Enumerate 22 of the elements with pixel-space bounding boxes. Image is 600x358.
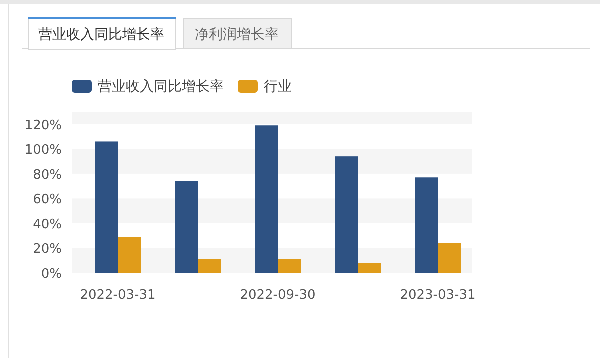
x-tick-label: 2022-09-30 (240, 288, 316, 303)
bar (278, 259, 301, 273)
bar (415, 178, 438, 273)
bar (438, 243, 461, 273)
bar (335, 156, 358, 273)
legend-label: 行业 (264, 79, 292, 95)
y-tick-label: 60% (33, 192, 62, 208)
y-tick-label: 120% (24, 118, 62, 134)
y-tick-label: 80% (33, 168, 62, 183)
bar (175, 181, 198, 273)
bar (358, 263, 381, 273)
bar (198, 259, 221, 273)
y-tick-label: 100% (24, 143, 62, 158)
x-tick-label: 2023-03-31 (400, 288, 476, 303)
bar (118, 237, 141, 273)
bar (95, 142, 118, 273)
legend-label: 营业收入同比增长率 (98, 79, 224, 95)
y-tick-label: 20% (33, 242, 62, 258)
y-tick-label: 40% (33, 217, 62, 232)
y-tick-label: 0% (41, 267, 62, 282)
bar (255, 126, 278, 273)
x-tick-label: 2022-03-31 (80, 288, 156, 303)
